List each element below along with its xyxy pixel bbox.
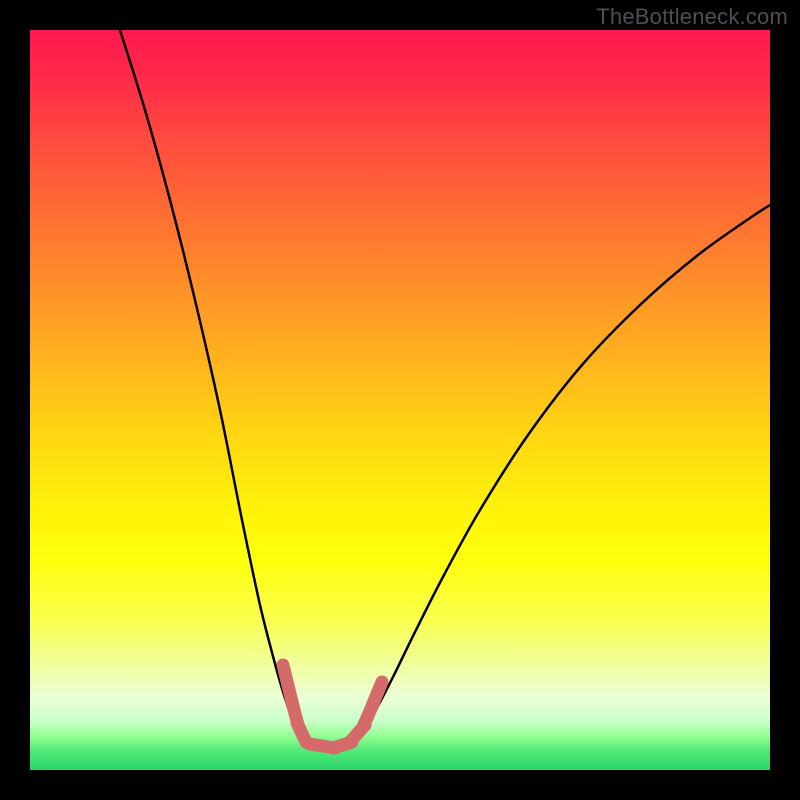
outer-frame: TheBottleneck.com bbox=[0, 0, 800, 800]
plot-area bbox=[30, 30, 770, 770]
background-gradient bbox=[30, 30, 770, 770]
watermark-text: TheBottleneck.com bbox=[596, 4, 788, 30]
